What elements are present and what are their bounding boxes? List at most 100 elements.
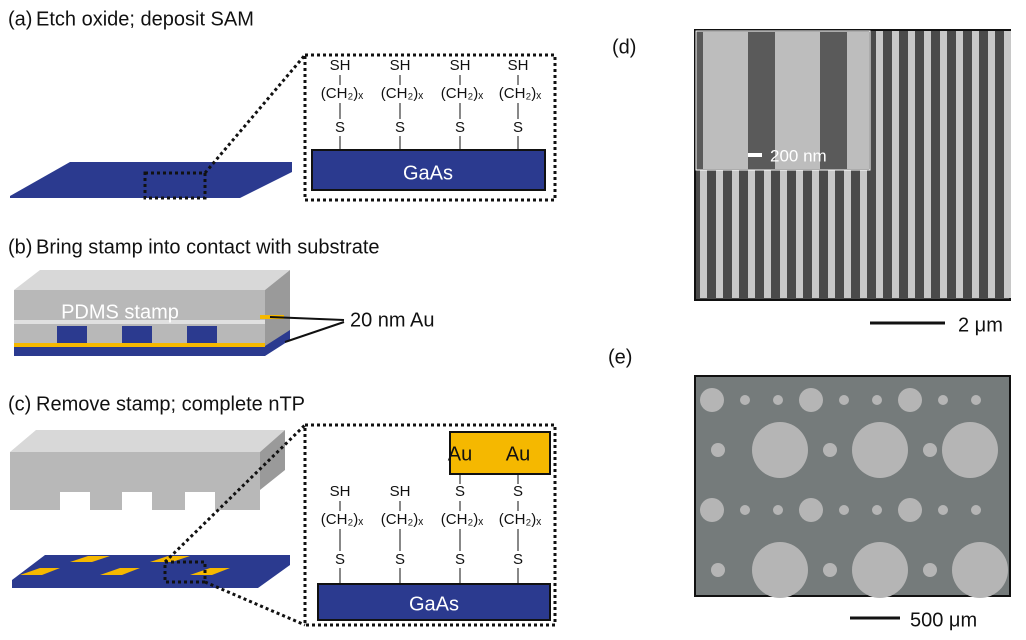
stripe (972, 31, 979, 171)
stripe (876, 170, 883, 298)
head-group: S (455, 483, 465, 500)
head-group: SH (330, 57, 351, 74)
dot (740, 395, 750, 405)
dot (752, 422, 808, 478)
anchor-atom: S (513, 119, 523, 136)
substrate-slab (12, 555, 290, 588)
dot (773, 395, 783, 405)
gold-label: Au (506, 443, 530, 465)
zoom-line (205, 582, 305, 625)
sem-image: 200 nm (695, 30, 1011, 300)
substrate-label: GaAs (409, 593, 459, 615)
panel-label: (a) (8, 8, 32, 30)
dot (872, 395, 882, 405)
stamp-front (10, 452, 260, 490)
stripe (956, 170, 963, 298)
dot (898, 388, 922, 412)
stripe (732, 170, 739, 298)
anchor-atom: S (395, 119, 405, 136)
stamp-top (14, 270, 290, 290)
substrate-slab (10, 162, 292, 198)
stamp-gap (122, 492, 152, 512)
optical-image (695, 376, 1010, 598)
stamp-label: PDMS stamp (61, 301, 179, 323)
dot (898, 498, 922, 522)
dot (872, 505, 882, 515)
head-group: SH (508, 57, 529, 74)
figure: (a) Etch oxide; deposit SAM GaAs (b) Bri… (0, 0, 1026, 635)
substrate-label: GaAs (403, 162, 453, 184)
dot (923, 443, 937, 457)
stripe (764, 170, 771, 298)
stripe (956, 31, 963, 171)
head-group: S (513, 483, 523, 500)
dot (711, 443, 725, 457)
zoom-line (205, 55, 305, 173)
stripe (780, 170, 787, 298)
stripe (924, 31, 931, 171)
scale-label: 500 μm (910, 609, 977, 631)
stamp-gap (60, 492, 90, 512)
stripe (908, 170, 915, 298)
dot (823, 563, 837, 577)
stripe (1004, 170, 1011, 298)
stripe (828, 170, 835, 298)
head-group: SH (450, 57, 471, 74)
stripe (924, 170, 931, 298)
stripe (748, 170, 755, 298)
anchor-atom: S (455, 551, 465, 568)
dot (971, 395, 981, 405)
gold-label: 20 nm Au (350, 309, 435, 331)
stripe (716, 170, 723, 298)
panel-label: (d) (612, 36, 636, 58)
dot (700, 498, 724, 522)
molecules: SH(CH₂)ₓSSH(CH₂)ₓSS(CH₂)ₓSS(CH₂)ₓS (321, 474, 541, 584)
dot (799, 498, 823, 522)
stripe (812, 170, 819, 298)
alkyl-chain: (CH₂)ₓ (381, 511, 423, 528)
stripe (940, 170, 947, 298)
head-group: SH (390, 483, 411, 500)
stripe (796, 170, 803, 298)
dot (711, 563, 725, 577)
stripe (892, 31, 899, 171)
head-group: SH (330, 483, 351, 500)
stripe (972, 170, 979, 298)
stripe (876, 31, 883, 171)
stamp-gap (185, 492, 215, 512)
dot (839, 395, 849, 405)
stripe (1004, 31, 1011, 171)
dot (923, 563, 937, 577)
panel-title: Remove stamp; complete nTP (36, 393, 305, 415)
alkyl-chain: (CH₂)ₓ (499, 85, 541, 102)
dot (852, 422, 908, 478)
stripe (844, 170, 851, 298)
stripe (988, 170, 995, 298)
panel-label: (b) (8, 236, 32, 258)
inset-stripe (703, 32, 748, 169)
dot (752, 542, 808, 598)
stripe (892, 170, 899, 298)
dot (938, 505, 948, 515)
stripe (700, 170, 707, 298)
stamp-top (10, 430, 285, 452)
dot (839, 505, 849, 515)
dot (773, 505, 783, 515)
gold-layer (14, 343, 265, 347)
stripe (908, 31, 915, 171)
gold-label: Au (448, 443, 472, 465)
dot (952, 542, 1008, 598)
dot (852, 542, 908, 598)
panel-label: (c) (8, 393, 31, 415)
dot (823, 443, 837, 457)
panel-label: (e) (608, 346, 632, 368)
anchor-atom: S (335, 551, 345, 568)
anchor-atom: S (455, 119, 465, 136)
dot (700, 388, 724, 412)
anchor-atom: S (335, 119, 345, 136)
scale-label: 2 μm (958, 314, 1003, 336)
pointer (285, 322, 344, 342)
alkyl-chain: (CH₂)ₓ (321, 85, 363, 102)
alkyl-chain: (CH₂)ₓ (499, 511, 541, 528)
